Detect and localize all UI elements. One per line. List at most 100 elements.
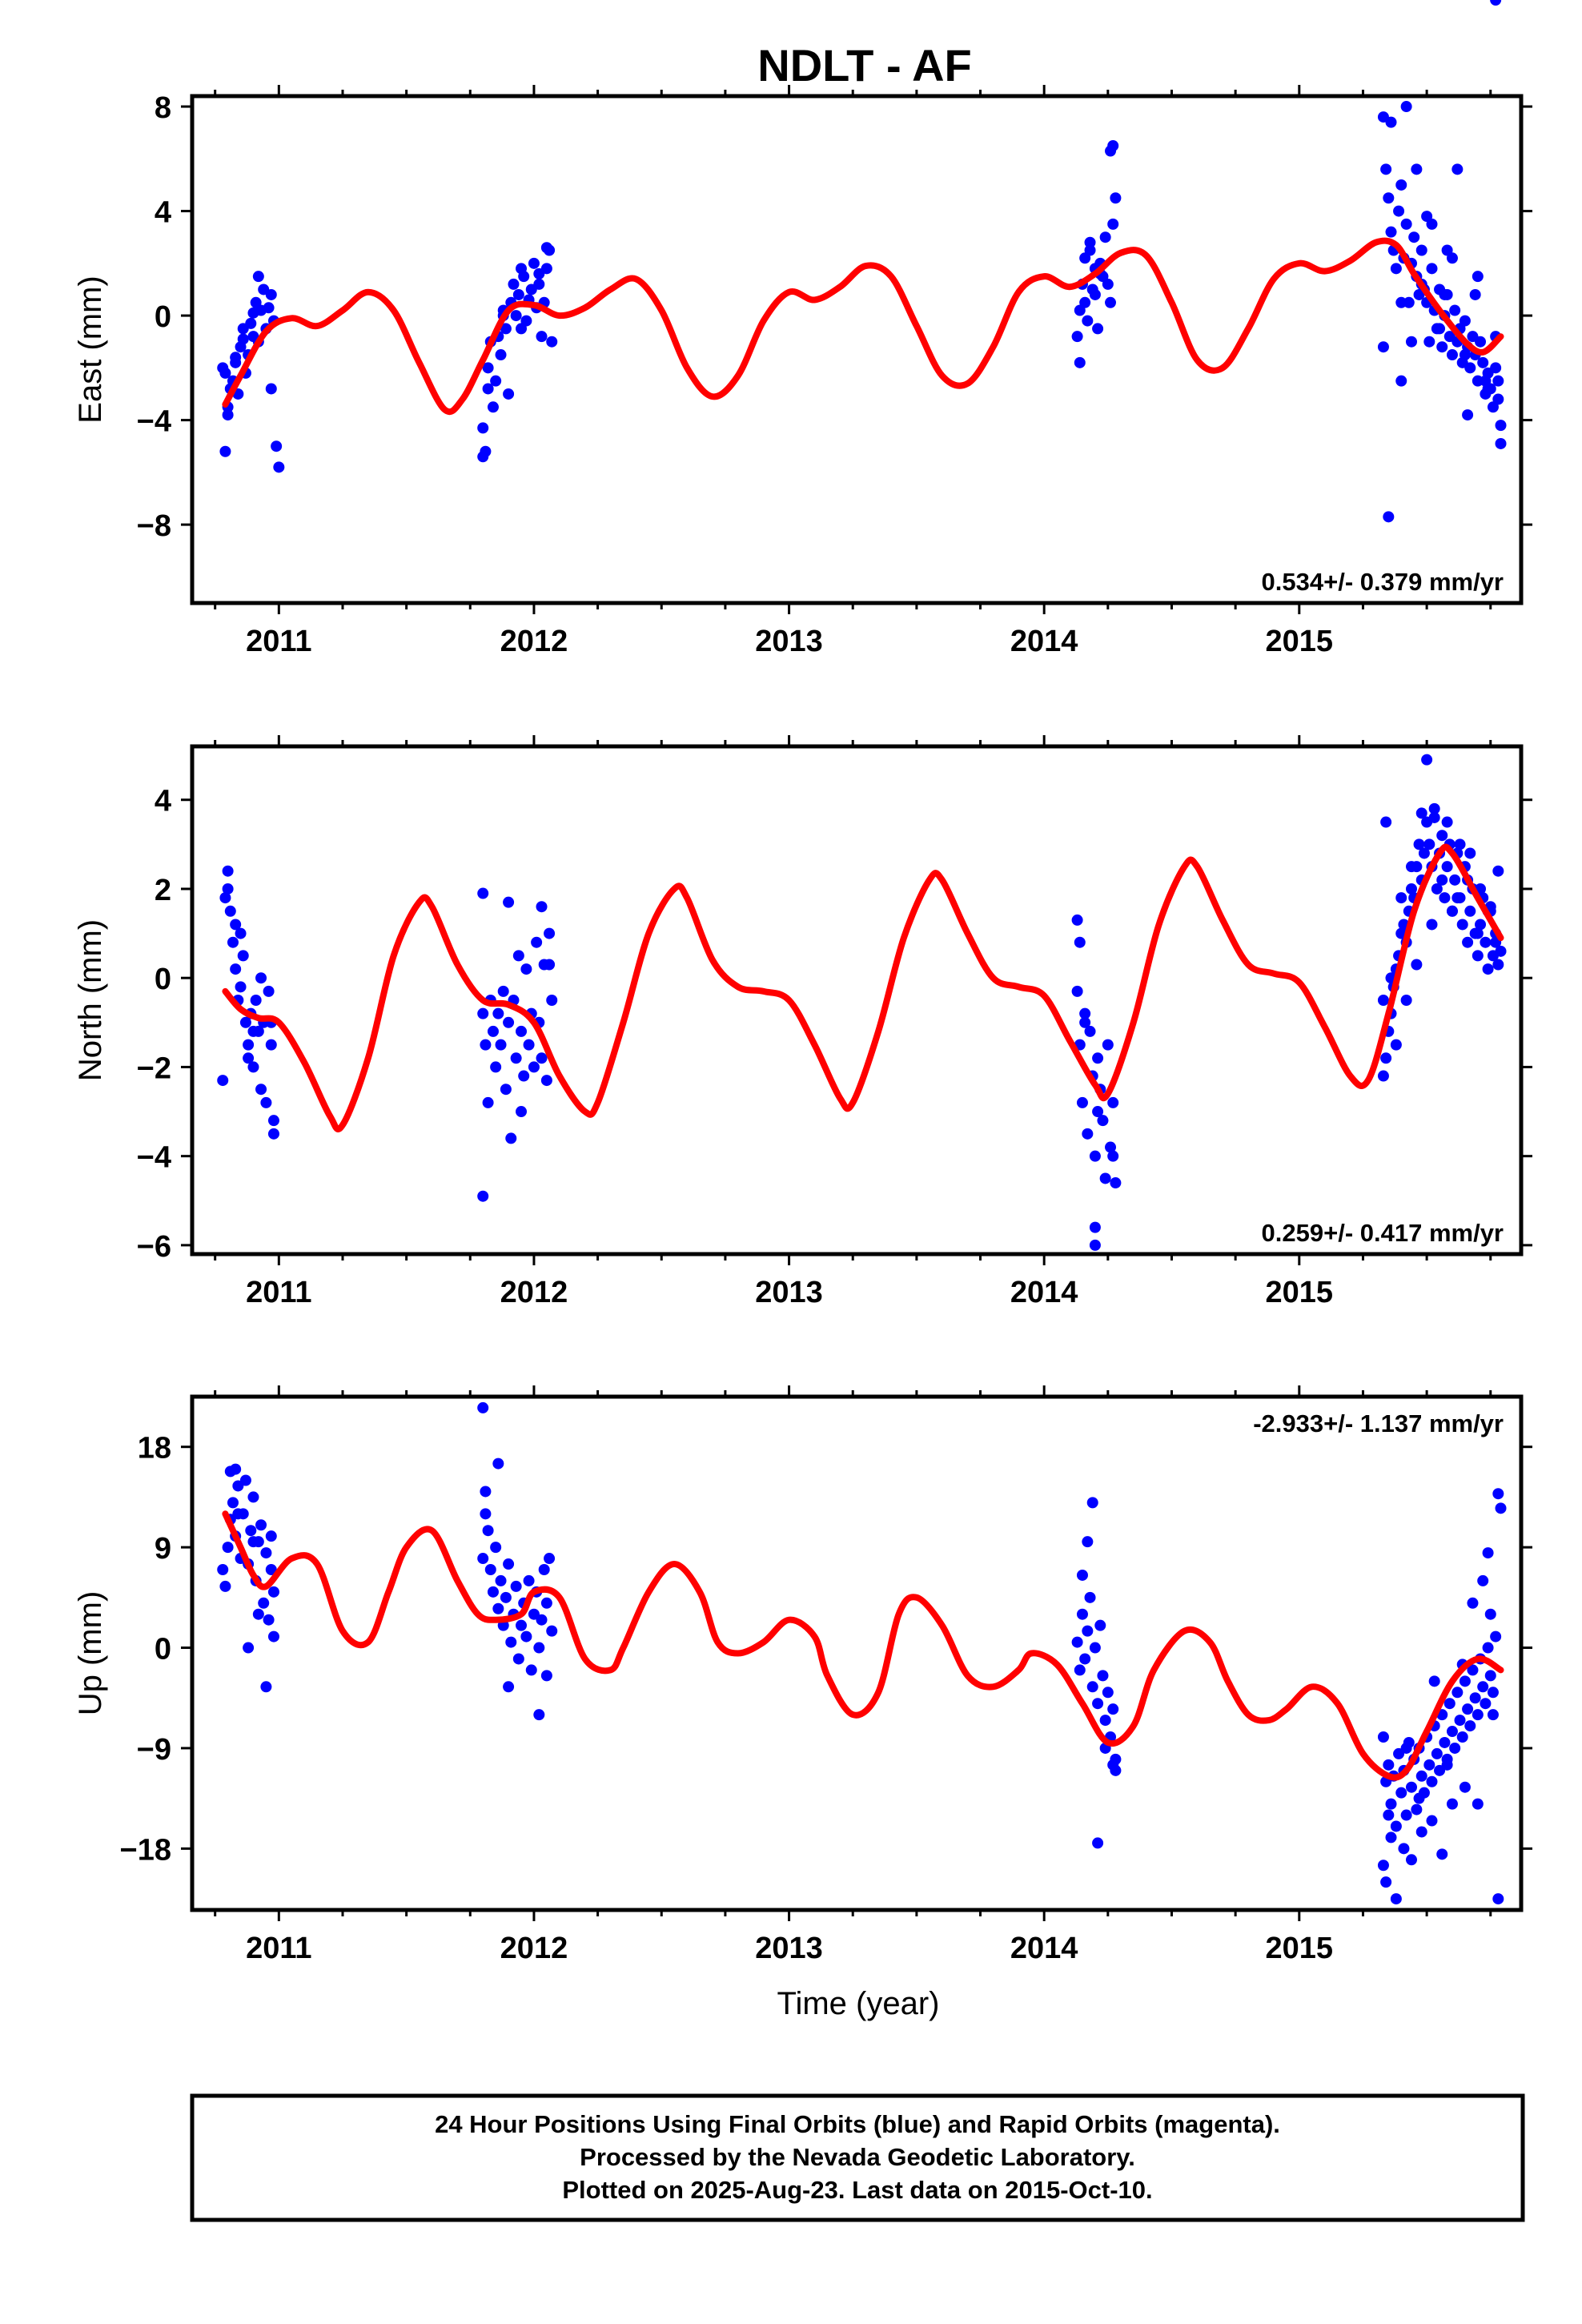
data-point <box>512 950 524 962</box>
data-point <box>1107 139 1119 151</box>
data-point <box>1383 1809 1395 1821</box>
x-tick-label: 2011 <box>246 1276 311 1309</box>
data-point <box>528 257 540 269</box>
data-point <box>255 1084 267 1096</box>
data-point <box>255 1519 267 1531</box>
y-tick-label: −4 <box>137 405 171 439</box>
data-point <box>1415 1770 1427 1782</box>
y-tick-label: 0 <box>155 300 171 334</box>
data-point <box>1074 1664 1086 1676</box>
data-point <box>1477 1574 1489 1586</box>
data-point <box>247 1491 259 1503</box>
data-point <box>1089 1239 1101 1251</box>
data-point <box>512 288 524 300</box>
data-point <box>1436 341 1448 353</box>
data-point <box>1089 1221 1101 1233</box>
panel-east: 2011 2012 2013 2014 2015 8 4 0 −4 −8 East (mm) 0.53… <box>73 85 1532 658</box>
data-point <box>1490 0 1502 6</box>
data-point <box>1462 409 1474 421</box>
data-point <box>1426 919 1438 931</box>
data-point <box>265 1530 277 1542</box>
data-point <box>245 317 257 329</box>
data-point <box>490 1542 502 1554</box>
data-point <box>1446 905 1458 917</box>
data-point <box>1439 1736 1451 1748</box>
data-point <box>1459 1781 1471 1793</box>
data-point <box>1441 861 1453 873</box>
data-point <box>1107 1703 1119 1715</box>
data-point <box>477 1007 489 1019</box>
data-point <box>1400 218 1412 230</box>
data-point <box>487 1586 499 1598</box>
data-point <box>1105 296 1117 308</box>
y-tick-label: 2 <box>155 874 171 907</box>
data-point <box>1380 816 1392 828</box>
data-point <box>536 1614 548 1626</box>
data-point <box>1459 1675 1471 1687</box>
data-point <box>224 905 236 917</box>
data-point <box>1383 1759 1395 1771</box>
data-point <box>482 1096 494 1108</box>
data-point <box>503 388 515 400</box>
data-point <box>227 936 239 948</box>
data-point <box>1395 179 1407 191</box>
data-point <box>516 1619 528 1631</box>
data-point <box>222 409 234 421</box>
data-point <box>500 323 512 335</box>
data-point <box>1082 315 1094 327</box>
data-point <box>1472 950 1484 962</box>
data-point <box>1082 1625 1094 1637</box>
data-point <box>1426 1775 1438 1787</box>
data-point <box>243 1039 255 1051</box>
x-tick-label: 2015 <box>1266 625 1334 658</box>
x-tick-label: 2012 <box>500 1932 568 1965</box>
data-point <box>1495 1502 1507 1514</box>
data-point <box>250 995 262 1006</box>
data-point <box>1390 1820 1402 1832</box>
y-axis-label: Up (mm) <box>73 1591 108 1716</box>
data-point <box>1418 847 1430 859</box>
data-point <box>1431 1747 1443 1759</box>
data-point <box>267 1128 279 1140</box>
data-point <box>1099 1715 1111 1727</box>
data-point <box>1428 802 1440 814</box>
data-point <box>1415 1826 1427 1838</box>
data-point <box>1426 218 1438 230</box>
y-tick-label: −18 <box>120 1833 171 1867</box>
data-point <box>1405 861 1417 873</box>
data-point <box>1390 1893 1402 1905</box>
data-point <box>538 1563 550 1575</box>
data-point <box>1089 1150 1101 1162</box>
data-point <box>1452 163 1464 175</box>
rate-label: 0.534+/- 0.379 mm/yr <box>1262 568 1504 596</box>
data-point <box>1400 995 1412 1006</box>
data-point <box>1395 1787 1407 1799</box>
data-point <box>260 1096 272 1108</box>
data-point <box>1092 1106 1104 1118</box>
data-point <box>1099 1172 1111 1184</box>
y-tick-label: −9 <box>137 1733 171 1767</box>
data-points <box>217 0 1507 1905</box>
data-point <box>1456 1731 1468 1743</box>
x-tick-label: 2011 <box>246 1932 311 1965</box>
data-point <box>1074 936 1086 948</box>
data-point <box>1071 914 1083 926</box>
data-point <box>1467 1664 1479 1676</box>
data-point <box>528 1061 540 1073</box>
x-axis-label: Time (year) <box>777 1986 940 2021</box>
data-point <box>219 892 231 904</box>
data-point <box>1472 927 1484 939</box>
data-point <box>1467 1597 1479 1609</box>
data-point <box>480 1486 492 1498</box>
data-point <box>520 315 532 327</box>
data-point <box>1426 1815 1438 1827</box>
data-point <box>1408 231 1420 243</box>
data-point <box>1385 1798 1397 1810</box>
data-point <box>1441 816 1453 828</box>
data-point <box>1084 1591 1096 1603</box>
data-point <box>1439 288 1451 300</box>
data-point <box>1105 1141 1117 1153</box>
data-point <box>1487 1709 1499 1721</box>
data-point <box>1475 919 1487 931</box>
x-tick-label: 2013 <box>755 1932 823 1965</box>
